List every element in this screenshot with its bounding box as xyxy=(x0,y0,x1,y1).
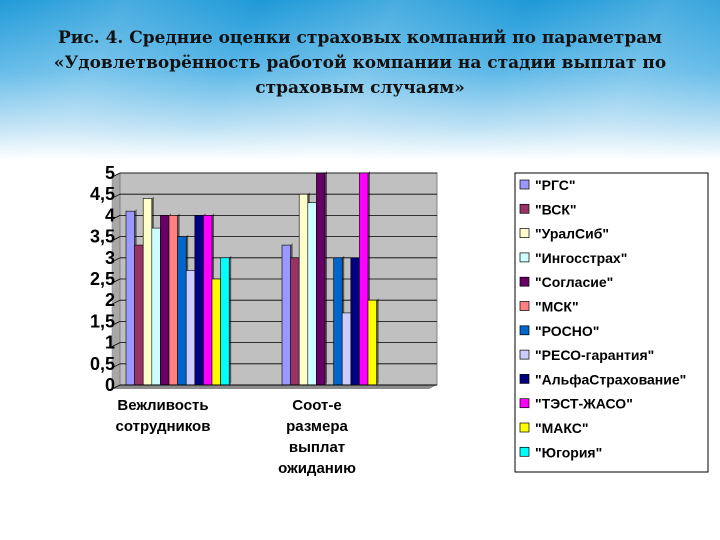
gridline-side xyxy=(111,172,121,178)
legend-label: "МАКС" xyxy=(535,420,589,436)
y-tick-label: 2,5 xyxy=(90,269,115,289)
legend-label: "УралСиб" xyxy=(535,226,609,242)
legend-label: "РГС" xyxy=(535,177,575,193)
legend-swatch xyxy=(519,374,530,384)
legend-swatch xyxy=(519,228,530,238)
x-category-label: Соот-е xyxy=(292,397,341,414)
y-tick-label: 2 xyxy=(105,290,115,310)
x-category-label: ожиданию xyxy=(278,460,356,477)
slide-title: Рис. 4. Средние оценки страховых компани… xyxy=(53,28,667,98)
legend-label: "ТЭСТ-ЖАСО" xyxy=(535,396,633,412)
bar xyxy=(290,257,300,386)
bar xyxy=(177,236,187,386)
bar xyxy=(350,257,360,386)
x-category-label: сотрудников xyxy=(116,418,211,435)
bar xyxy=(151,227,161,386)
bar xyxy=(220,257,230,386)
plot-area: 00,511,522,533,544,55 Вежливость сотрудник… xyxy=(90,163,438,477)
legend-label: "РОСНО" xyxy=(535,323,599,339)
bar xyxy=(333,257,343,386)
gridline-side xyxy=(111,236,121,241)
legend-swatch xyxy=(519,301,530,311)
legend-label: "ВСК" xyxy=(535,201,577,217)
bar-side xyxy=(376,298,379,385)
gridline-side xyxy=(111,299,121,305)
legend: "РГС" "ВСК" "УралСиб" "Ингосстрах" "Согласие… xyxy=(514,172,709,473)
legend-swatch xyxy=(519,398,530,409)
gridline-side xyxy=(111,257,121,263)
gridline-side xyxy=(111,321,121,326)
bar xyxy=(142,198,153,386)
bar xyxy=(168,215,178,386)
bar xyxy=(194,215,204,386)
legend-label: "РЕСО-гарантия" xyxy=(535,347,654,363)
bar xyxy=(211,278,221,386)
bar xyxy=(160,215,170,386)
legend-swatch xyxy=(519,203,530,214)
bar xyxy=(281,244,291,386)
bar xyxy=(307,202,317,386)
bar-side xyxy=(229,255,232,385)
legend-label: "АльфаСтрахование" xyxy=(535,371,686,387)
gridline-side xyxy=(111,363,121,369)
bar xyxy=(316,172,326,386)
legend-swatch xyxy=(519,422,530,433)
bar xyxy=(298,193,309,386)
legend-label: "Югория" xyxy=(535,444,602,460)
legend-swatch xyxy=(519,325,530,336)
bar xyxy=(134,244,144,386)
y-tick-label: 3 xyxy=(105,248,115,268)
legend-swatch xyxy=(519,446,530,457)
legend-swatch xyxy=(519,276,530,287)
plot-floor xyxy=(112,385,437,389)
gridline-side xyxy=(111,193,121,199)
y-tick-label: 0,5 xyxy=(90,354,115,374)
bar xyxy=(203,215,213,386)
y-tick-label: 1,5 xyxy=(90,311,115,331)
bar xyxy=(125,210,135,386)
gridline-side xyxy=(111,342,121,347)
y-tick-label: 5 xyxy=(105,163,115,183)
bar xyxy=(341,312,352,386)
x-category-label: Вежливость xyxy=(117,397,208,414)
x-category-label: выплат xyxy=(289,439,345,456)
y-tick-label: 1 xyxy=(105,333,115,353)
bar xyxy=(359,172,369,386)
y-tick-label: 4,5 xyxy=(90,184,115,204)
bar xyxy=(185,270,196,386)
legend-label: "Согласие" xyxy=(535,274,613,290)
gridline-side xyxy=(111,278,121,284)
gridline-side xyxy=(111,215,121,220)
legend-swatch xyxy=(519,252,530,263)
legend-box xyxy=(514,172,709,473)
x-category-label: размера xyxy=(286,418,348,435)
y-tick-label: 4 xyxy=(105,205,115,225)
header-band xyxy=(0,0,720,160)
legend-label: "Ингосстрах" xyxy=(535,250,627,266)
gridline-side xyxy=(111,384,121,390)
y-tick-label: 3,5 xyxy=(90,227,115,247)
bar-side xyxy=(325,171,327,385)
y-tick-label: 0 xyxy=(105,375,115,395)
legend-swatch xyxy=(519,349,530,360)
legend-swatch xyxy=(519,179,530,190)
legend-label: "МСК" xyxy=(535,299,579,315)
bar xyxy=(367,299,377,386)
